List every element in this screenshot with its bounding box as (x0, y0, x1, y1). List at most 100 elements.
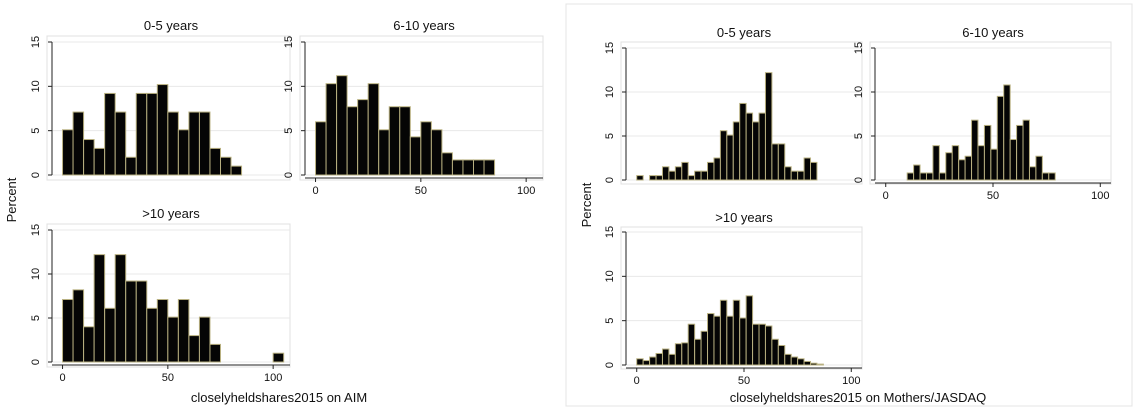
histogram-bar (740, 318, 746, 365)
histogram-bar (978, 146, 984, 180)
y-tick-label: 0 (30, 359, 42, 365)
histogram-bar (1049, 173, 1055, 180)
y-tick-label: 5 (283, 128, 295, 134)
y-tick-label: 10 (30, 268, 42, 280)
histogram-bar (63, 300, 74, 362)
histogram-bar (115, 112, 126, 175)
histogram-panel: >10 years 0 5 10 15 0 50 100 (604, 210, 862, 387)
histogram-bar (997, 96, 1003, 180)
y-tick-label: 0 (604, 362, 616, 368)
histogram-bar (965, 156, 971, 180)
histogram-bar (772, 339, 778, 365)
histogram-bar (147, 93, 158, 175)
y-tick-label: 0 (604, 177, 616, 183)
y-tick-label: 0 (30, 172, 42, 178)
histogram-bar (720, 131, 726, 180)
histogram-bar (199, 317, 210, 362)
histogram-bar (662, 167, 668, 180)
histogram-bar (379, 130, 390, 175)
histogram-bar (220, 157, 231, 175)
histogram-bar (136, 93, 147, 175)
x-tick-label: 50 (415, 185, 427, 197)
histogram-bar (920, 173, 926, 180)
y-tick-label: 15 (30, 36, 42, 48)
histogram-bar (452, 160, 463, 175)
x-tick-label: 50 (738, 375, 750, 387)
x-tick-label: 0 (883, 190, 889, 202)
panel-title: 0-5 years (144, 18, 199, 33)
histogram-bar (778, 144, 784, 180)
histogram-bar (708, 314, 714, 365)
histogram-bar (637, 176, 643, 180)
histogram-bar (688, 176, 694, 180)
histogram-bar (656, 176, 662, 180)
y-axis-title: Percent (579, 182, 594, 227)
panel-title: >10 years (715, 210, 773, 225)
y-tick-label: 10 (283, 80, 295, 92)
histogram-bar (126, 157, 137, 175)
histogram-bar (400, 107, 411, 175)
histogram-bar (231, 166, 242, 175)
panel-title: 0-5 years (717, 25, 772, 40)
histogram-bar (753, 324, 759, 365)
histogram-bar (189, 336, 200, 362)
x-axis-title: closelyheldshares2015 on Mothers/JASDAQ (730, 390, 987, 405)
y-tick-label: 15 (604, 226, 616, 238)
histogram-bar (105, 308, 116, 362)
histogram-bar (733, 300, 739, 365)
histogram-bar (157, 85, 168, 175)
histogram-bar (791, 171, 797, 180)
panel-title: 6-10 years (962, 25, 1024, 40)
y-axis-title: Percent (4, 177, 19, 222)
x-axis-title: closelyheldshares2015 on AIM (191, 390, 367, 405)
histogram-bar (811, 363, 817, 365)
histogram-bar (347, 107, 358, 175)
y-tick-label: 5 (30, 315, 42, 321)
y-tick-label: 0 (853, 177, 865, 183)
histogram-bar (682, 343, 688, 365)
histogram-bar (759, 324, 765, 365)
y-tick-label: 10 (604, 86, 616, 98)
histogram-bar (326, 84, 337, 175)
histogram-bar (759, 113, 765, 180)
histogram-bar (720, 300, 726, 365)
histogram-bar (727, 316, 733, 365)
histogram-bar (94, 255, 105, 362)
histogram-bar (105, 93, 116, 175)
histogram-bar (746, 296, 752, 365)
histogram-bar (63, 130, 74, 175)
histogram-bar (178, 300, 189, 362)
histogram-bar (650, 357, 656, 365)
y-tick-label: 10 (853, 86, 865, 98)
histogram-bar (952, 146, 958, 180)
histogram-bar (669, 354, 675, 365)
histogram-bar (791, 357, 797, 365)
histogram-bar (1042, 173, 1048, 180)
histogram-bar (785, 354, 791, 365)
x-tick-label: 100 (1091, 190, 1109, 202)
histogram-bar (708, 162, 714, 180)
histogram-bar (939, 173, 945, 180)
histogram-bar (662, 349, 668, 365)
histogram-bar (1017, 125, 1023, 180)
histogram-bar (1029, 167, 1035, 180)
histogram-bar (368, 84, 379, 175)
histogram-bar (946, 153, 952, 180)
panel-title: >10 years (142, 206, 200, 221)
histogram-bar (682, 162, 688, 180)
histogram-bar (199, 112, 210, 175)
x-tick-label: 100 (842, 375, 860, 387)
histogram-bar (714, 316, 720, 365)
histogram-bar (1004, 85, 1010, 180)
histogram-bar (733, 122, 739, 180)
histogram-bar (914, 165, 920, 180)
histogram-bar (1023, 120, 1029, 180)
histogram-bar (675, 344, 681, 365)
histogram-panel: 0-5 years 0 5 10 15 (30, 18, 290, 180)
histogram-bar (126, 281, 137, 362)
histogram-panel: 6-10 years0510150 50 100 (853, 25, 1111, 202)
histogram-bar (1010, 140, 1016, 180)
histogram-bar (740, 103, 746, 180)
